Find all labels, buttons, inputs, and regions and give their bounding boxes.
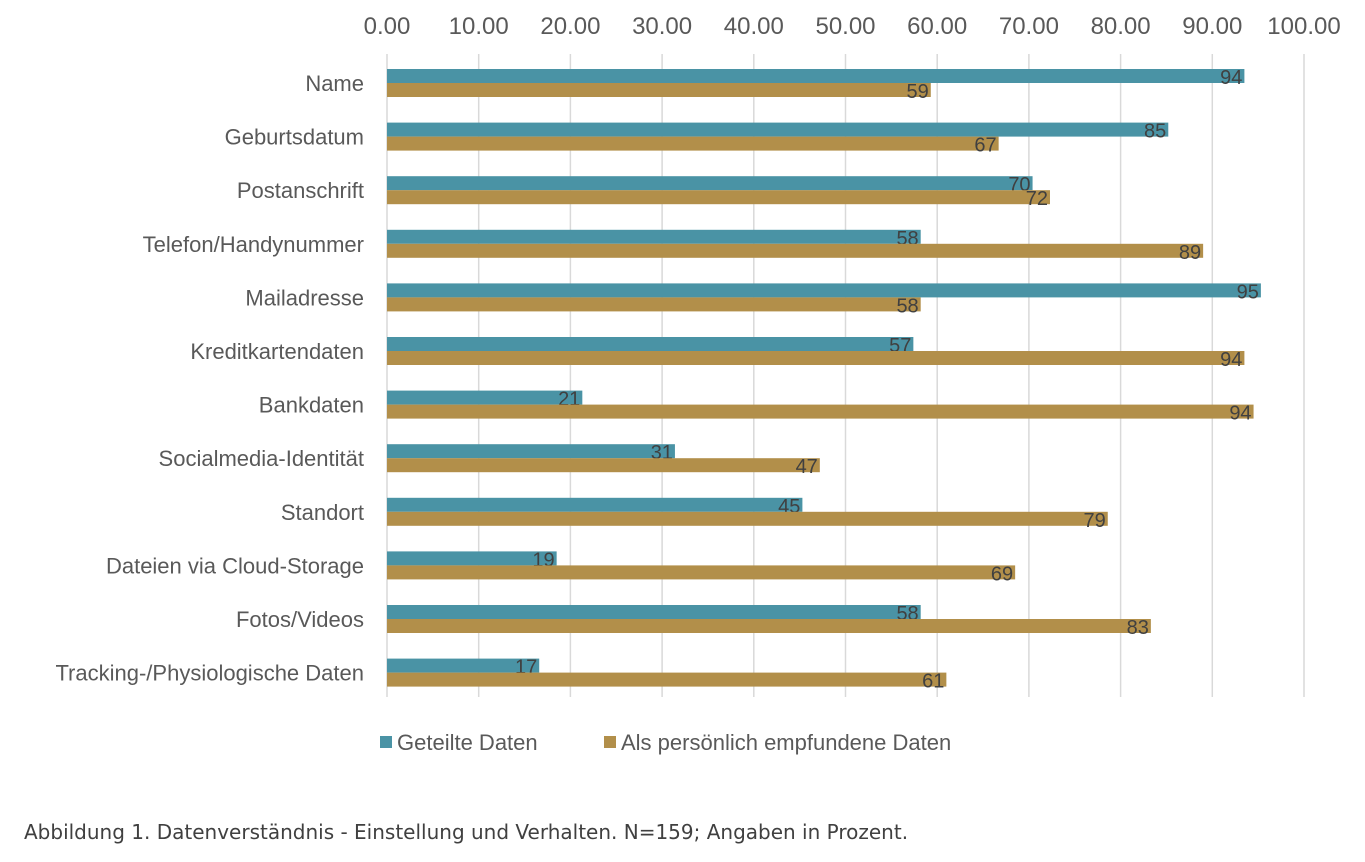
bar — [387, 658, 540, 673]
data-label: 94 — [1220, 349, 1242, 371]
bar — [387, 605, 921, 619]
bar — [387, 390, 583, 405]
bar — [387, 283, 1261, 298]
legend-item: Als persönlich empfundene Daten — [604, 730, 951, 755]
bar — [387, 190, 1050, 205]
chart-svg: 0.00 10.00 20.00 30.00 40.00 50.00 60.00 70.00 8… — [55, 13, 1340, 755]
category-label: Geburtsdatum — [225, 125, 364, 150]
legend-swatch — [604, 736, 616, 748]
data-label: 95 — [1237, 281, 1259, 303]
category-label: Fotos/Videos — [236, 607, 364, 632]
bar — [387, 337, 914, 351]
category-label: Bankdaten — [259, 393, 364, 418]
x-tick-label: 50.00 — [815, 13, 875, 40]
bar — [387, 243, 1204, 258]
category-label: Standort — [281, 500, 364, 525]
category-label: Tracking-/Physiologische Daten — [55, 661, 364, 686]
x-tick-label: 60.00 — [907, 13, 967, 40]
data-label: 83 — [1127, 617, 1149, 639]
figure-caption: Abbildung 1. Datenverständnis - Einstell… — [24, 820, 909, 844]
bar — [387, 83, 931, 97]
bar — [387, 551, 557, 566]
bar-chart: 0.00 10.00 20.00 30.00 40.00 50.00 60.00 70.00 8… — [55, 13, 1340, 755]
bar — [387, 619, 1151, 633]
bar — [387, 136, 999, 151]
data-label: 59 — [907, 81, 929, 103]
category-label: Telefon/Handynummer — [143, 232, 364, 257]
data-label: 58 — [896, 295, 918, 317]
x-tick-label: 70.00 — [999, 13, 1059, 40]
bar — [387, 351, 1245, 365]
bar — [387, 229, 921, 244]
bar — [387, 497, 803, 512]
bar — [387, 444, 675, 459]
category-label: Postanschrift — [237, 178, 364, 203]
data-label: 79 — [1084, 510, 1106, 532]
data-label: 85 — [1144, 121, 1166, 143]
x-tick-label: 90.00 — [1182, 13, 1242, 40]
x-tick-label: 30.00 — [632, 13, 692, 40]
bar — [387, 69, 1245, 83]
legend-label: Als persönlich empfundene Daten — [621, 730, 951, 755]
data-label: 67 — [974, 135, 996, 157]
x-tick-label: 80.00 — [1091, 13, 1151, 40]
legend-label: Geteilte Daten — [397, 730, 538, 755]
data-label: 47 — [796, 456, 818, 478]
x-tick-label: 0.00 — [364, 13, 411, 40]
bar — [387, 672, 947, 687]
bar — [387, 122, 1169, 137]
bar — [387, 458, 820, 473]
category-label: Socialmedia-Identität — [159, 446, 364, 471]
data-label: 72 — [1026, 188, 1048, 210]
bar — [387, 565, 1016, 580]
x-tick-label: 20.00 — [540, 13, 600, 40]
legend-swatch — [380, 736, 392, 748]
bar — [387, 297, 921, 312]
data-label: 94 — [1220, 67, 1242, 89]
category-label: Dateien via Cloud-Storage — [106, 553, 364, 578]
legend-item: Geteilte Daten — [380, 730, 538, 755]
x-tick-label: 100.00 — [1267, 13, 1340, 40]
category-label: Mailadresse — [245, 285, 364, 310]
data-label: 61 — [922, 671, 944, 693]
x-tick-label: 40.00 — [724, 13, 784, 40]
category-label: Name — [305, 71, 364, 96]
data-label: 94 — [1229, 403, 1251, 425]
bar — [387, 176, 1033, 191]
data-label: 69 — [991, 563, 1013, 585]
bar — [387, 511, 1108, 526]
data-label: 89 — [1179, 242, 1201, 264]
category-label: Kreditkartendaten — [190, 339, 364, 364]
bar — [387, 404, 1254, 419]
x-tick-label: 10.00 — [449, 13, 509, 40]
